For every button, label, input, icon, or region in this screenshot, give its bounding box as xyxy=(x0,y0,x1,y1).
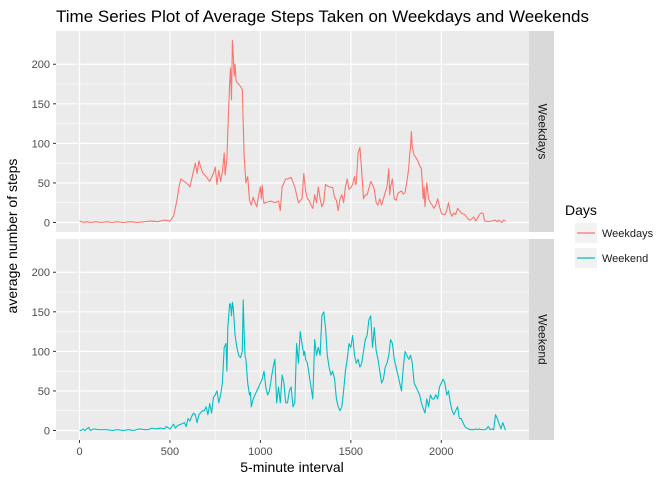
y-tick-label: 0 xyxy=(44,218,50,230)
x-tick-label: 500 xyxy=(161,446,179,458)
legend-item-weekdays: Weekdays xyxy=(575,223,654,243)
y-tick-label: 100 xyxy=(32,138,50,150)
y-tick-label: 100 xyxy=(32,346,50,358)
facet-strip xyxy=(529,31,554,232)
facet-strip xyxy=(529,239,554,440)
x-tick-label: 1000 xyxy=(248,446,272,458)
x-axis-title: 5-minute interval xyxy=(240,459,344,475)
y-tick-label: 200 xyxy=(32,267,50,279)
y-axis-title: average number of steps xyxy=(4,159,20,314)
legend-item-weekend: Weekend xyxy=(575,248,648,268)
facet-panel-weekdays: 0 50 100 150 200 Weekdays xyxy=(32,31,554,232)
facet-panels: 0 50 100 150 200 Weekdays 0 50 100 150 200 Weekend xyxy=(32,31,554,440)
facet-panel-weekend: 0 50 100 150 200 Weekend xyxy=(32,239,554,440)
facet-strip-label: Weekend xyxy=(535,314,549,364)
panel-background xyxy=(56,31,529,232)
y-tick-label: 0 xyxy=(44,426,50,438)
series-line-weekend xyxy=(79,299,507,432)
legend-label: Weekdays xyxy=(602,228,654,240)
legend-label: Weekend xyxy=(602,253,648,265)
y-tick-label: 200 xyxy=(32,59,50,71)
series-line-weekdays xyxy=(79,39,506,224)
x-tick-label: 2000 xyxy=(429,446,453,458)
y-tick-label: 50 xyxy=(38,178,50,190)
x-tick-label: 1500 xyxy=(339,446,363,458)
legend: Days Weekdays Weekend xyxy=(565,202,654,268)
y-tick-label: 150 xyxy=(32,99,50,111)
facet-strip-label: Weekdays xyxy=(535,104,549,160)
x-axis: 0 500 1000 1500 2000 xyxy=(76,440,454,458)
chart-title: Time Series Plot of Average Steps Taken … xyxy=(56,7,589,26)
y-tick-label: 50 xyxy=(38,386,50,398)
x-tick-label: 0 xyxy=(76,446,82,458)
y-tick-label: 150 xyxy=(32,307,50,319)
legend-title: Days xyxy=(565,202,597,218)
